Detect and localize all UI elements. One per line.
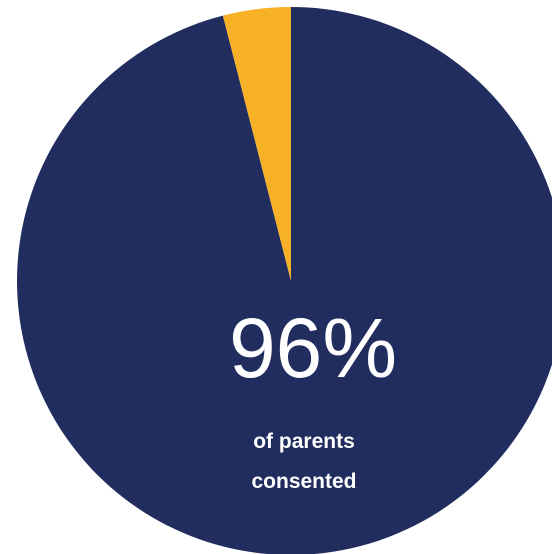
caption-line-1: of parents <box>253 430 355 453</box>
pie-slices <box>17 7 552 554</box>
caption-line-2: consented <box>251 470 356 493</box>
percentage-label: 96% <box>229 301 397 395</box>
pie-slice-1 <box>222 7 291 281</box>
pie-slice-0 <box>17 7 552 554</box>
